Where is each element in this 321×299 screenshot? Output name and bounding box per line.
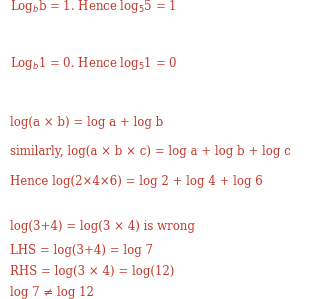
Text: Log$_{b}$b = 1. Hence log$_{5}$5 = 1: Log$_{b}$b = 1. Hence log$_{5}$5 = 1 [10,0,176,15]
Text: Log$_{b}$1 = 0. Hence log$_{5}$1 = 0: Log$_{b}$1 = 0. Hence log$_{5}$1 = 0 [10,55,177,72]
Text: log(a × b) = log a + log b: log(a × b) = log a + log b [10,116,163,129]
Text: LHS = log(3+4) = log 7: LHS = log(3+4) = log 7 [10,244,152,257]
Text: RHS = log(3 × 4) = log(12): RHS = log(3 × 4) = log(12) [10,265,174,278]
Text: log 7 ≠ log 12: log 7 ≠ log 12 [10,286,93,299]
Text: similarly, log(a × b × c) = log a + log b + log c: similarly, log(a × b × c) = log a + log … [10,146,291,158]
Text: Hence log(2×4×6) = log 2 + log 4 + log 6: Hence log(2×4×6) = log 2 + log 4 + log 6 [10,176,262,188]
Text: log(3+4) = log(3 × 4) is wrong: log(3+4) = log(3 × 4) is wrong [10,220,195,233]
